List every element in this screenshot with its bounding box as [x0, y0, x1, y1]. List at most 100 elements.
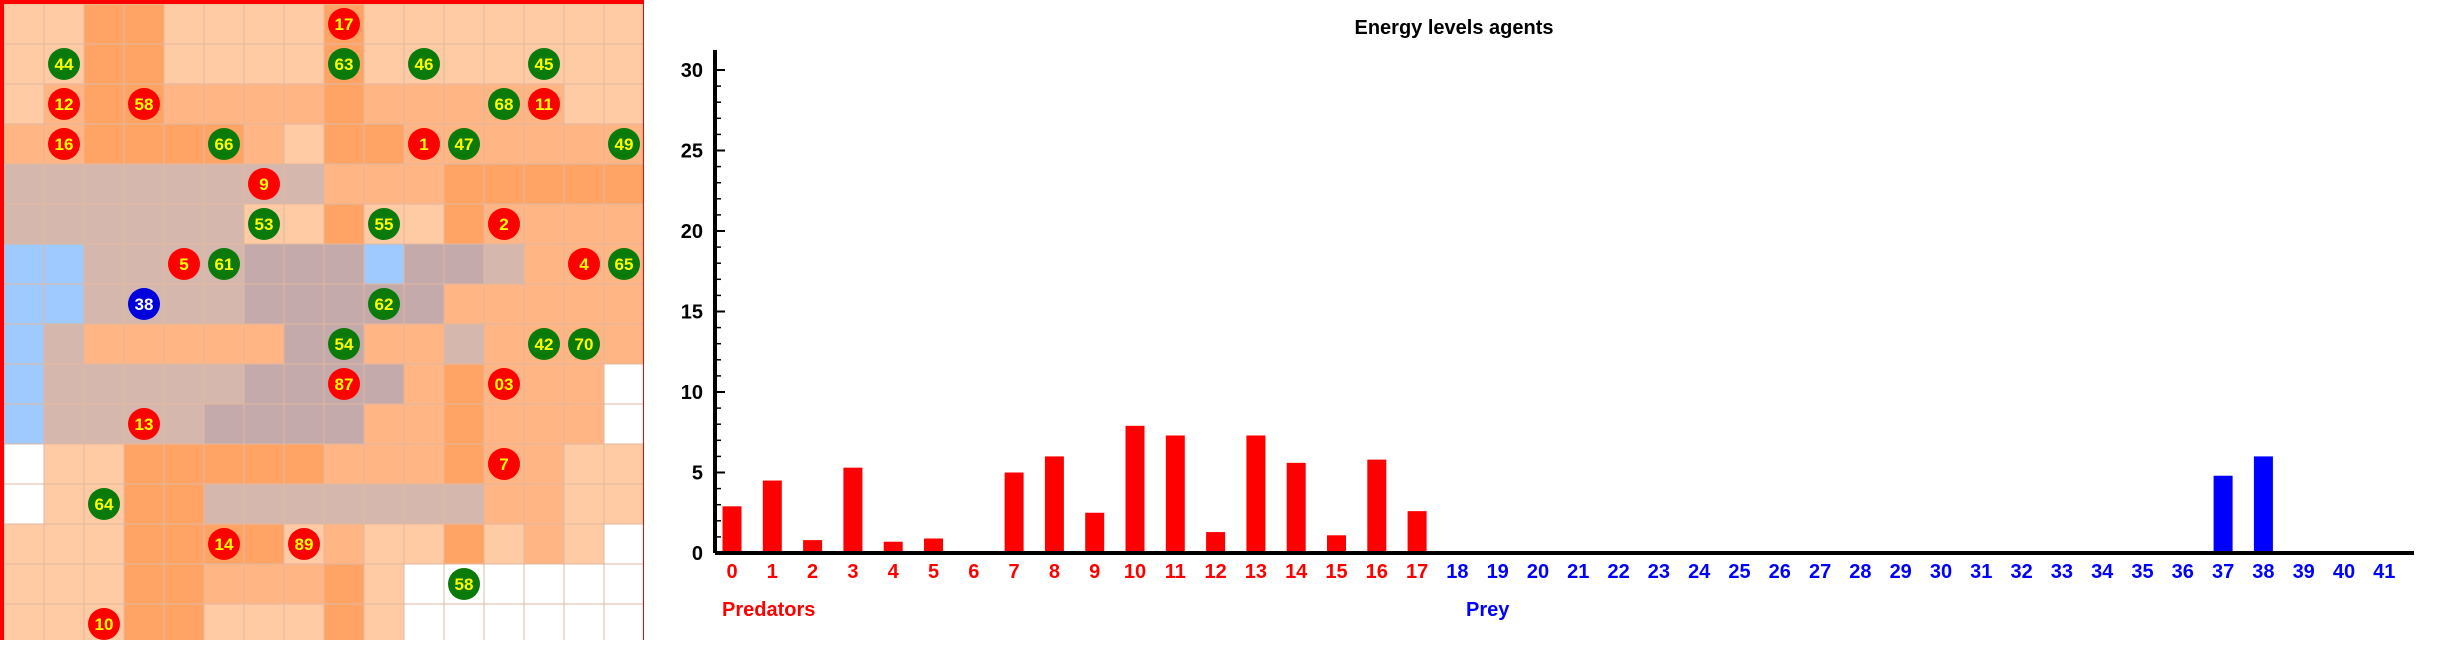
grid-cell — [403, 363, 445, 405]
grid-cell — [603, 323, 645, 365]
grid-cell — [243, 323, 285, 365]
grid-cell — [43, 243, 85, 285]
y-tick-label: 5 — [692, 463, 703, 485]
grid-cell — [403, 243, 445, 285]
grid-cell — [43, 283, 85, 325]
blue-agent: 38 — [128, 288, 160, 320]
grid-cell — [3, 123, 45, 165]
grid-cell — [523, 523, 565, 565]
agent-marker — [488, 88, 520, 120]
predator-agent: 14 — [208, 528, 240, 560]
prey-agent: 42 — [528, 328, 560, 360]
grid-cell — [523, 563, 565, 605]
grid-cell — [43, 483, 85, 525]
grid-cell — [563, 403, 605, 445]
grid-cell — [3, 83, 45, 125]
x-tick-label: 0 — [726, 561, 737, 583]
agent-label: 64 — [95, 495, 114, 514]
grid-cell — [523, 123, 565, 165]
grid-cell — [323, 443, 365, 485]
agent-label: 47 — [455, 135, 474, 154]
grid-cell — [523, 3, 565, 45]
agent-label: 10 — [95, 615, 114, 634]
grid-cell — [83, 323, 125, 365]
grid-cell — [3, 363, 45, 405]
grid-cell — [203, 363, 245, 405]
grid-cell — [43, 203, 85, 245]
agent-marker — [528, 48, 560, 80]
prey-agent: 70 — [568, 328, 600, 360]
grid-cell — [483, 403, 525, 445]
x-tick-label: 27 — [1809, 561, 1831, 583]
grid-cell — [563, 83, 605, 125]
bar — [1165, 435, 1185, 553]
grid-cell — [563, 483, 605, 525]
grid-cell — [43, 523, 85, 565]
grid-cell — [363, 43, 405, 85]
x-tick-label: 29 — [1890, 561, 1912, 583]
predator-agent: 5 — [168, 248, 200, 280]
grid-cell — [283, 163, 325, 205]
grid-cell — [403, 203, 445, 245]
grid-cell — [243, 563, 285, 605]
bar — [722, 506, 742, 553]
grid-cell — [483, 283, 525, 325]
grid-cell — [283, 563, 325, 605]
grid-cell — [283, 443, 325, 485]
grid-world-panel: 17 44 63 46 45 12 58 68 11 16 66 1 47 49 9 53 55 2 5 61 4 65 3… — [0, 0, 647, 645]
grid-cell — [523, 603, 565, 645]
agent-marker — [488, 208, 520, 240]
grid-cell — [163, 483, 205, 525]
x-tick-label: 32 — [2010, 561, 2032, 583]
grid-cell — [123, 323, 165, 365]
grid-cell — [523, 163, 565, 205]
agent-label: 12 — [55, 95, 74, 114]
prey-agent: 55 — [368, 208, 400, 240]
x-tick-label: 10 — [1124, 561, 1146, 583]
grid-cell — [243, 3, 285, 45]
grid-cell — [363, 403, 405, 445]
prey-agent: 49 — [608, 128, 640, 160]
grid-cell — [523, 443, 565, 485]
grid-cell — [43, 603, 85, 645]
grid-cell — [323, 283, 365, 325]
grid-cell — [203, 403, 245, 445]
agent-marker — [248, 208, 280, 240]
grid-cell — [123, 163, 165, 205]
x-tick-label: 11 — [1165, 561, 1186, 583]
agent-label: 61 — [215, 255, 234, 274]
x-tick-label: 1 — [767, 561, 778, 583]
agent-marker — [408, 48, 440, 80]
grid-cell — [483, 563, 525, 605]
predator-agent: 4 — [568, 248, 600, 280]
grid-cell — [603, 563, 645, 605]
grid-cell — [3, 603, 45, 645]
agent-label: 03 — [495, 375, 514, 394]
grid-cell — [443, 283, 485, 325]
grid-cell — [483, 43, 525, 85]
y-tick-label: 30 — [681, 60, 703, 82]
predator-agent: 7 — [488, 448, 520, 480]
prey-agent: 64 — [88, 488, 120, 520]
agent-marker — [448, 128, 480, 160]
grid-cell — [283, 203, 325, 245]
x-tick-label: 2 — [807, 561, 818, 583]
bar — [1206, 532, 1226, 553]
agent-label: 17 — [335, 15, 354, 34]
grid-cell — [323, 523, 365, 565]
agent-marker — [488, 368, 520, 400]
grid-cell — [323, 203, 365, 245]
bar — [2253, 456, 2273, 553]
grid-cell — [443, 483, 485, 525]
grid-cell — [243, 43, 285, 85]
x-tick-label: 26 — [1769, 561, 1791, 583]
grid-cell — [203, 483, 245, 525]
agent-marker — [568, 248, 600, 280]
bar — [1327, 535, 1346, 553]
grid-cell — [483, 123, 525, 165]
bar — [1004, 472, 1024, 553]
grid-cell — [563, 123, 605, 165]
grid-cell — [603, 203, 645, 245]
grid-cell — [563, 163, 605, 205]
